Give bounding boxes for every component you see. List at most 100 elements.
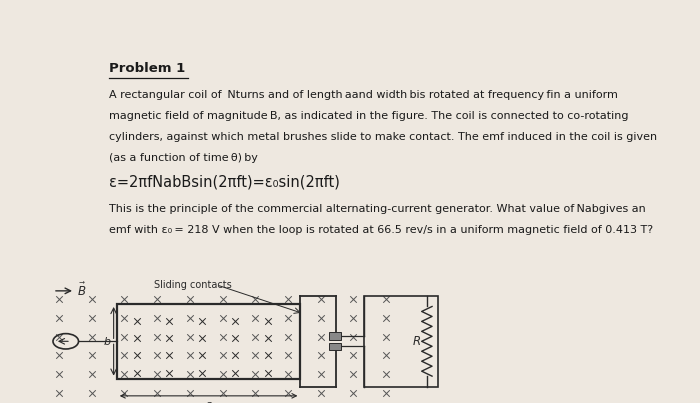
Point [282, 315, 293, 321]
Text: $b$: $b$ [103, 335, 111, 347]
Point [119, 315, 130, 321]
Point [250, 315, 261, 321]
Text: ε=2πfNabBsin(2πft)=ε₀sin(2πft): ε=2πfNabBsin(2πft)=ε₀sin(2πft) [109, 174, 340, 189]
Point [250, 390, 261, 396]
Point [282, 352, 293, 359]
Point [53, 371, 64, 378]
Point [250, 371, 261, 378]
Point [381, 334, 392, 340]
Bar [329, 332, 341, 340]
Point [86, 371, 97, 378]
Point [381, 371, 392, 378]
Text: $a$: $a$ [204, 400, 213, 403]
Point [119, 334, 130, 340]
Bar [117, 304, 300, 378]
Bar [364, 296, 438, 387]
Point [151, 334, 162, 340]
Point [348, 296, 359, 303]
Point [131, 318, 142, 324]
Point [151, 390, 162, 396]
Bar [329, 343, 341, 350]
Point [217, 334, 228, 340]
Point [119, 371, 130, 378]
Point [119, 390, 130, 396]
Point [53, 352, 64, 359]
Point [262, 352, 273, 359]
Point [86, 296, 97, 303]
Point [217, 352, 228, 359]
Point [197, 369, 208, 376]
Point [282, 371, 293, 378]
Point [217, 296, 228, 303]
Point [184, 390, 195, 396]
Point [197, 335, 208, 341]
Point [86, 352, 97, 359]
Point [262, 318, 273, 324]
Point [348, 334, 359, 340]
Point [315, 296, 326, 303]
Point [250, 334, 261, 340]
Point [53, 315, 64, 321]
Point [381, 352, 392, 359]
Point [131, 335, 142, 341]
Point [217, 371, 228, 378]
Point [53, 390, 64, 396]
Point [315, 390, 326, 396]
Text: magnetic field of magnitude B, as indicated in the figure. The coil is connected: magnetic field of magnitude B, as indica… [109, 111, 629, 121]
Point [119, 296, 130, 303]
Point [86, 334, 97, 340]
Point [315, 352, 326, 359]
Point [164, 352, 175, 359]
Point [230, 318, 241, 324]
Text: cylinders, against which metal brushes slide to make contact. The emf induced in: cylinders, against which metal brushes s… [109, 132, 657, 142]
Point [197, 318, 208, 324]
Point [151, 315, 162, 321]
Point [151, 352, 162, 359]
Point [119, 352, 130, 359]
Point [53, 334, 64, 340]
Point [86, 390, 97, 396]
Point [164, 369, 175, 376]
Point [348, 390, 359, 396]
Text: A rectangular coil of  Nturns and of length aand width bis rotated at frequency : A rectangular coil of Nturns and of leng… [109, 90, 618, 100]
Point [230, 369, 241, 376]
Point [151, 371, 162, 378]
Point [131, 369, 142, 376]
Point [348, 352, 359, 359]
Text: Problem 1: Problem 1 [109, 62, 186, 75]
Point [348, 371, 359, 378]
Point [184, 334, 195, 340]
Point [131, 352, 142, 359]
Point [151, 296, 162, 303]
Point [282, 390, 293, 396]
Point [262, 369, 273, 376]
Point [184, 296, 195, 303]
Point [381, 315, 392, 321]
Point [164, 335, 175, 341]
Point [348, 315, 359, 321]
Point [381, 390, 392, 396]
Point [262, 335, 273, 341]
Point [250, 296, 261, 303]
Point [381, 296, 392, 303]
Point [184, 371, 195, 378]
Text: (as a function of time θ) by: (as a function of time θ) by [109, 153, 258, 163]
Point [230, 335, 241, 341]
Text: Sliding contacts: Sliding contacts [154, 280, 232, 290]
Text: $R$: $R$ [412, 335, 421, 348]
Text: emf with ε₀ = 218 V when the loop is rotated at 66.5 rev/s in a uniform magnetic: emf with ε₀ = 218 V when the loop is rot… [109, 225, 653, 235]
Point [53, 296, 64, 303]
Point [184, 315, 195, 321]
Point [184, 352, 195, 359]
Text: This is the principle of the commercial alternating-current generator. What valu: This is the principle of the commercial … [109, 204, 646, 214]
Text: $\vec{B}$: $\vec{B}$ [77, 283, 86, 299]
Point [230, 352, 241, 359]
Point [197, 352, 208, 359]
Point [250, 352, 261, 359]
Point [282, 296, 293, 303]
Point [315, 334, 326, 340]
Point [282, 334, 293, 340]
Point [217, 390, 228, 396]
Point [164, 318, 175, 324]
Point [315, 315, 326, 321]
